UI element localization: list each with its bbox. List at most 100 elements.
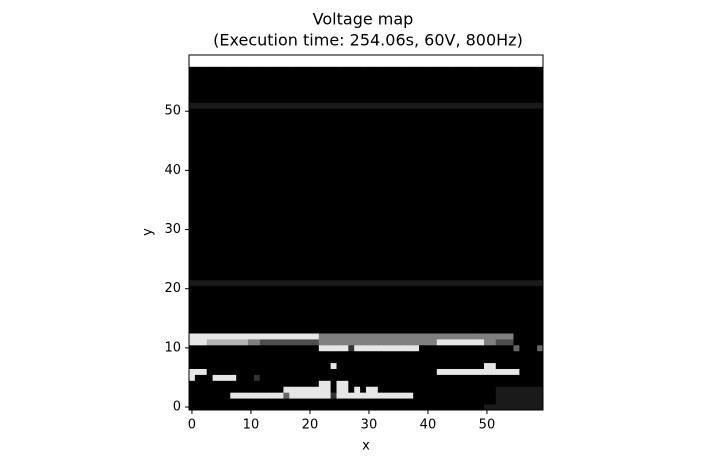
heatmap-cell	[212, 374, 219, 381]
heatmap-cell	[206, 72, 213, 80]
heatmap-cell	[224, 398, 231, 405]
heatmap-cell	[513, 114, 520, 121]
heatmap-cell	[484, 137, 491, 145]
heatmap-cell	[531, 344, 538, 352]
heatmap-cell	[425, 238, 432, 245]
heatmap-cell	[389, 398, 396, 405]
heatmap-cell	[519, 268, 526, 275]
heatmap-cell	[395, 90, 402, 97]
heatmap-cell	[342, 250, 349, 257]
heatmap-cell	[242, 167, 249, 174]
heatmap-cell	[448, 362, 455, 369]
heatmap-cell	[460, 386, 467, 393]
heatmap-cell	[242, 309, 249, 316]
heatmap-cell	[259, 368, 267, 375]
heatmap-cell	[200, 161, 208, 168]
heatmap-cell	[354, 114, 361, 121]
heatmap-cell	[442, 90, 449, 97]
heatmap-cell	[312, 126, 320, 133]
heatmap-cell	[289, 256, 296, 263]
heatmap-cell	[519, 197, 526, 204]
heatmap-cell	[283, 208, 290, 216]
heatmap-cell	[212, 208, 219, 216]
heatmap-cell	[283, 398, 290, 405]
heatmap-cell	[194, 131, 202, 139]
heatmap-cell	[525, 374, 532, 381]
heatmap-cell	[430, 232, 438, 239]
heatmap-cell	[354, 197, 361, 204]
heatmap-cell	[330, 72, 337, 80]
heatmap-cell	[200, 226, 208, 233]
heatmap-cell	[295, 102, 302, 109]
heatmap-cell	[513, 155, 520, 162]
heatmap-cell	[242, 273, 249, 281]
heatmap-cell	[507, 137, 514, 145]
heatmap-cell	[218, 90, 225, 97]
heatmap-cell	[425, 285, 432, 293]
heatmap-cell	[519, 291, 526, 298]
heatmap-cell	[460, 256, 467, 263]
heatmap-cell	[277, 90, 284, 97]
heatmap-cell	[271, 167, 278, 174]
heatmap-cell	[283, 90, 290, 97]
heatmap-cell	[525, 392, 532, 399]
heatmap-cell	[442, 202, 449, 210]
heatmap-cell	[230, 137, 237, 145]
heatmap-cell	[537, 191, 544, 198]
heatmap-cell	[377, 191, 385, 198]
heatmap-cell	[442, 84, 449, 91]
heatmap-cell	[336, 268, 343, 275]
heatmap-cell	[259, 208, 267, 216]
heatmap-cell	[389, 126, 396, 133]
heatmap-cell	[224, 143, 231, 151]
heatmap-cell	[407, 155, 414, 162]
heatmap-cell	[507, 398, 514, 405]
heatmap-cell	[383, 392, 390, 399]
heatmap-cell	[265, 398, 272, 405]
heatmap-cell	[342, 131, 349, 139]
heatmap-cell	[265, 179, 272, 186]
heatmap-cell	[519, 131, 526, 139]
heatmap-cell	[436, 126, 444, 133]
heatmap-cell	[413, 191, 420, 198]
y-tick-label: 0	[173, 400, 181, 415]
heatmap-cell	[259, 262, 267, 269]
heatmap-cell	[495, 339, 503, 346]
heatmap-cell	[531, 285, 538, 293]
heatmap-cell	[442, 78, 449, 85]
heatmap-cell	[430, 285, 438, 293]
heatmap-cell	[425, 226, 432, 233]
heatmap-cell	[395, 256, 402, 263]
heatmap-cell	[436, 102, 444, 109]
heatmap-cell	[236, 268, 243, 275]
heatmap-cell	[478, 327, 485, 334]
heatmap-cell	[242, 344, 249, 352]
heatmap-cell	[436, 202, 444, 210]
heatmap-cell	[301, 96, 308, 103]
heatmap-cell	[501, 232, 508, 239]
heatmap-cell	[448, 143, 455, 151]
heatmap-cell	[383, 149, 390, 156]
heatmap-cell	[242, 368, 249, 375]
heatmap-cell	[277, 291, 284, 298]
heatmap-cell	[330, 84, 337, 91]
heatmap-cell	[336, 167, 343, 174]
heatmap-cell	[460, 173, 467, 180]
heatmap-cell	[318, 362, 326, 369]
heatmap-cell	[395, 173, 402, 180]
heatmap-cell	[537, 333, 544, 340]
heatmap-cell	[212, 72, 219, 80]
heatmap-cell	[436, 368, 444, 375]
heatmap-cell	[230, 362, 237, 369]
heatmap-cell	[236, 291, 243, 298]
heatmap-cell	[519, 96, 526, 103]
heatmap-cell	[265, 185, 272, 192]
heatmap-cell	[484, 149, 491, 156]
heatmap-cell	[253, 273, 261, 281]
heatmap-cell	[230, 333, 237, 340]
heatmap-cell	[519, 173, 526, 180]
heatmap-cell	[389, 232, 396, 239]
heatmap-cell	[454, 155, 461, 162]
heatmap-cell	[277, 297, 284, 304]
heatmap-cell	[472, 72, 479, 80]
